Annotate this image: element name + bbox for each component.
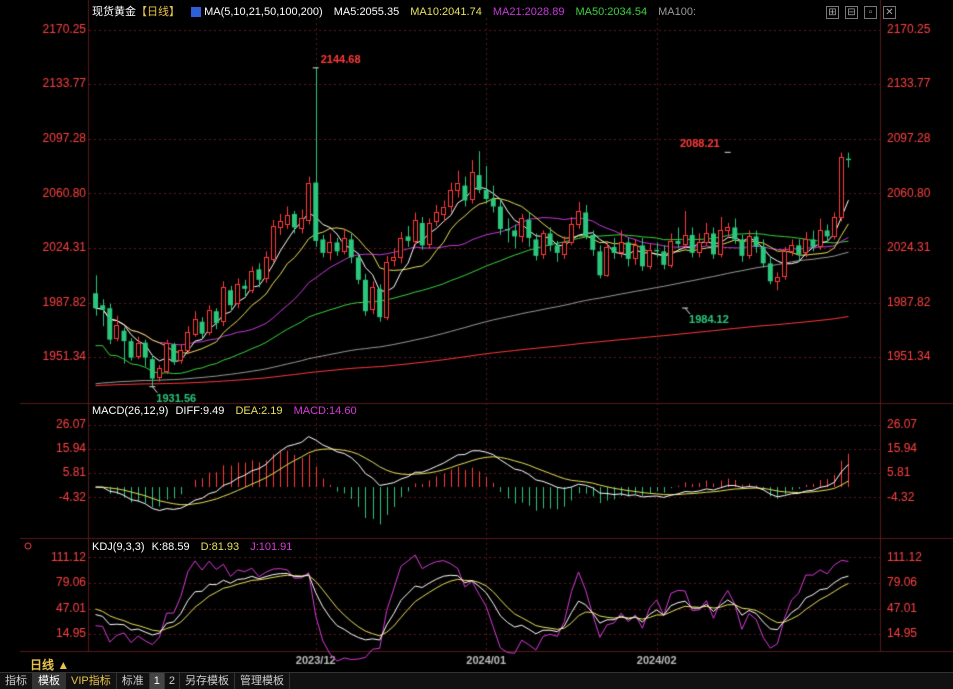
close-icon[interactable]: ✕ (883, 6, 896, 19)
macd-value: MACD:14.60 (293, 405, 357, 417)
kdj-d: D:81.93 (200, 541, 240, 553)
ma21-value: MA21:2028.89 (492, 6, 565, 18)
expand-icon[interactable]: ⊞ (826, 6, 839, 19)
chart-canvas[interactable] (0, 0, 953, 672)
period-dropdown-button[interactable]: 日线 ▲ (30, 658, 70, 672)
bottom-tab-2[interactable]: VIP指标 (66, 673, 117, 689)
macd-legend: MACD(26,12,9) DIFF:9.49 DEA:2.19 MACD:14… (92, 405, 365, 417)
ma5-value: MA5:2055.35 (333, 6, 400, 18)
bottom-tab-1[interactable]: 模板 (33, 673, 66, 689)
window-controls: ⊞ ⊟ ▫ ✕ (820, 2, 896, 20)
macd-name[interactable]: MACD(26,12,9) (92, 405, 169, 417)
kdj-legend: KDJ(9,3,3) K:88.59 D:81.93 J:101.91 (92, 541, 300, 553)
ma50-value: MA50:2034.54 (575, 6, 648, 18)
bottom-tab-4[interactable]: 1 (149, 673, 165, 689)
ma10-value: MA10:2041.74 (410, 6, 482, 18)
bottom-tab-3[interactable]: 标准 (117, 673, 150, 689)
instrument-title: 现货黄金 (92, 6, 136, 18)
period-label: 【日线】 (136, 6, 180, 18)
bottom-tab-5[interactable]: 2 (165, 673, 180, 689)
bottom-tab-6[interactable]: 另存模板 (180, 673, 235, 689)
restore-icon[interactable]: ▫ (864, 6, 877, 19)
kdj-name[interactable]: KDJ(9,3,3) (92, 541, 145, 553)
kdj-k: K:88.59 (151, 541, 190, 553)
split-icon[interactable]: ⊟ (845, 6, 858, 19)
bottom-toolbar: 指标 模板 VIP指标 标准 1 2 另存模板 管理模板 (0, 672, 953, 689)
kdj-j: J:101.91 (250, 541, 293, 553)
ma-settings-icon[interactable] (191, 7, 202, 18)
ma100-value: MA100: (658, 6, 697, 18)
macd-dea: DEA:2.19 (235, 405, 283, 417)
bottom-tab-0[interactable]: 指标 (0, 673, 33, 689)
main-legend: 现货黄金【日线】 MA(5,10,21,50,100,200) MA5:2055… (92, 3, 704, 19)
bottom-tab-7[interactable]: 管理模板 (235, 673, 290, 689)
macd-diff: DIFF:9.49 (175, 405, 225, 417)
ma-definition[interactable]: MA(5,10,21,50,100,200) (204, 6, 323, 18)
